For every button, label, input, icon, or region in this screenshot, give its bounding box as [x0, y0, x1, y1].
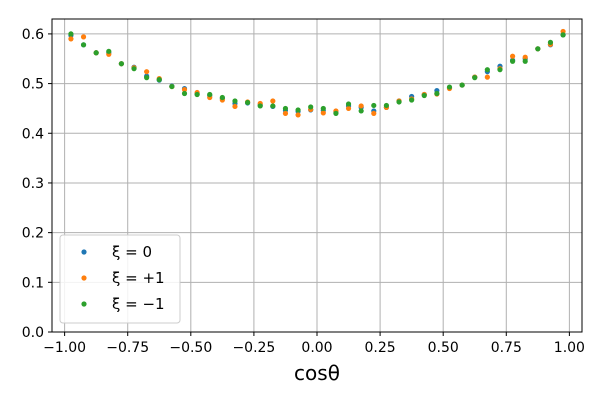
data-point: [194, 91, 200, 98]
data-point: [270, 103, 276, 109]
data-point: [446, 84, 453, 90]
y-tick-label: 0.2: [22, 226, 44, 242]
legend-marker: [81, 249, 87, 255]
data-point: [522, 58, 528, 64]
data-point: [434, 90, 440, 97]
data-point: [282, 110, 289, 116]
data-point: [144, 75, 150, 81]
x-axis: −1.00 −0.75 −0.50 −0.25 0.00 0.25 0.50 0.75 1.00: [43, 332, 585, 356]
x-tick-label: 1.00: [554, 340, 585, 356]
legend-label: ξ = 0: [112, 243, 152, 261]
data-point: [68, 36, 74, 42]
y-tick-label: 0.4: [22, 126, 44, 142]
data-point: [358, 103, 364, 109]
legend: ξ = 0 ξ = +1 ξ = −1: [59, 234, 181, 324]
data-point: [118, 61, 125, 67]
x-tick-label: 0.75: [491, 340, 522, 356]
legend-marker: [81, 275, 87, 281]
data-point: [320, 110, 326, 116]
data-point: [232, 103, 238, 110]
data-point: [358, 108, 364, 114]
data-point: [497, 67, 503, 73]
data-point: [308, 104, 314, 110]
data-point: [509, 53, 516, 59]
data-point: [535, 46, 541, 52]
data-point: [560, 32, 566, 38]
data-point: [421, 92, 427, 99]
data-point: [156, 77, 162, 83]
legend-label: ξ = −1: [112, 295, 165, 313]
data-point: [459, 82, 465, 88]
data-point: [371, 110, 377, 116]
x-tick-label: −0.25: [232, 340, 275, 356]
data-point: [547, 39, 554, 45]
data-point: [93, 50, 99, 56]
data-point: [484, 74, 490, 80]
data-point: [144, 69, 150, 75]
data-point: [181, 90, 188, 97]
x-axis-title: cosθ: [294, 361, 340, 385]
data-point: [181, 86, 188, 93]
x-tick-label: 0.50: [428, 340, 459, 356]
legend-box: [59, 234, 181, 324]
x-tick-label: −1.00: [43, 340, 86, 356]
data-point: [484, 67, 490, 73]
y-tick-label: 0.1: [22, 275, 44, 291]
data-point: [295, 107, 301, 113]
y-tick-label: 0.3: [22, 176, 44, 192]
legend-marker: [81, 301, 87, 307]
data-point: [383, 102, 390, 109]
data-point: [333, 110, 339, 116]
data-point: [522, 54, 528, 60]
legend-label: ξ = +1: [112, 269, 165, 287]
data-point: [257, 103, 263, 109]
data-point: [345, 105, 352, 112]
x-tick-label: −0.50: [169, 340, 212, 356]
y-tick-label: 0.5: [22, 77, 44, 93]
data-point: [295, 112, 301, 118]
data-point: [409, 97, 415, 103]
data-point: [472, 75, 478, 81]
data-point: [320, 105, 326, 112]
data-point: [270, 98, 276, 104]
data-points: [68, 28, 566, 118]
y-tick-label: 0.0: [22, 325, 44, 341]
data-point: [396, 99, 402, 105]
x-tick-label: 0.25: [365, 340, 396, 356]
data-point: [131, 66, 137, 72]
data-point: [371, 102, 377, 109]
data-point: [207, 91, 213, 98]
data-point: [68, 31, 74, 37]
data-point: [80, 42, 87, 48]
series-2-points: [68, 31, 566, 116]
y-axis: 0.0 0.1 0.2 0.3 0.4 0.5 0.6: [22, 27, 52, 341]
data-point: [169, 83, 175, 90]
data-point: [345, 101, 352, 107]
data-point: [80, 34, 87, 40]
data-point: [509, 58, 516, 64]
x-tick-label: 0.00: [301, 340, 332, 356]
data-point: [219, 94, 225, 101]
x-tick-label: −0.75: [106, 340, 149, 356]
data-point: [244, 99, 251, 106]
data-point: [232, 98, 238, 104]
y-tick-label: 0.6: [22, 27, 44, 43]
data-point: [106, 48, 112, 54]
data-point: [282, 105, 289, 112]
